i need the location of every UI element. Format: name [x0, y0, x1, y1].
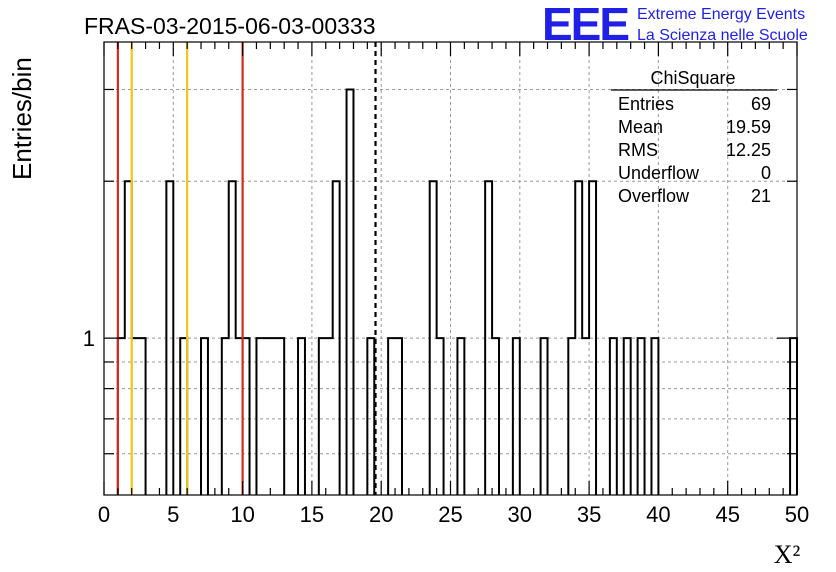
histogram-bars	[366, 337, 376, 495]
histogram-bars	[428, 180, 445, 495]
x-tick-labels: 0 5 10 15 20 25 30 35 40 45 50	[98, 502, 809, 527]
x-tick-label: 45	[715, 502, 739, 527]
stats-label-underflow: Underflow	[618, 163, 700, 183]
x-tick-label: 0	[98, 502, 110, 527]
stats-value-underflow: 0	[761, 163, 771, 183]
x-tick-label: 20	[369, 502, 393, 527]
x-tick-label: 5	[167, 502, 179, 527]
stats-label-entries: Entries	[618, 94, 674, 114]
histogram-bars	[317, 180, 341, 495]
histogram-bars	[636, 337, 646, 495]
histogram-bars	[622, 337, 632, 495]
histogram-bars	[255, 337, 286, 495]
logo-mark: EEE	[542, 0, 628, 50]
stats-label-rms: RMS	[618, 140, 658, 160]
x-tick-label: 35	[577, 502, 601, 527]
histogram-bars	[200, 337, 209, 495]
histogram	[116, 88, 798, 495]
logo-line-2: La Scienza nelle Scuole	[637, 27, 808, 44]
reference-lines	[116, 42, 377, 495]
stats-value-mean: 19.59	[726, 117, 771, 137]
histogram-bars	[511, 337, 521, 495]
chart-title: FRAS-03-2015-06-03-00333	[84, 13, 376, 39]
histogram-bars	[539, 337, 549, 495]
stats-value-overflow: 21	[751, 186, 771, 206]
histogram-bars	[650, 337, 660, 495]
histogram-bars	[387, 337, 403, 495]
stats-value-rms: 12.25	[726, 140, 771, 160]
x-tick-label: 50	[785, 502, 809, 527]
histogram-bars	[484, 180, 501, 495]
histogram-bars	[297, 337, 306, 495]
x-tick-label: 40	[646, 502, 670, 527]
stats-value-entries: 69	[751, 94, 771, 114]
y-tick-label: 1	[83, 326, 95, 351]
y-tick-labels: 1	[83, 326, 95, 351]
x-tick-label: 25	[438, 502, 462, 527]
histogram-bars	[220, 180, 251, 495]
x-tick-label: 10	[230, 502, 254, 527]
x-axis-label: X²	[774, 540, 801, 569]
histogram-bars	[456, 337, 466, 495]
stats-label-overflow: Overflow	[618, 186, 690, 206]
axis-ticks	[103, 42, 798, 495]
histogram-bars	[345, 88, 355, 495]
eee-logo: EEE Extreme Energy Events La Scienza nel…	[542, 0, 808, 50]
grid	[104, 42, 797, 495]
stats-box: ChiSquare Entries 69 Mean 19.59 RMS 12.2…	[611, 68, 777, 206]
x-tick-label: 30	[508, 502, 532, 527]
x-tick-label: 15	[300, 502, 324, 527]
stats-title: ChiSquare	[650, 68, 735, 88]
histogram-bars	[608, 337, 618, 495]
y-axis-label: Entries/bin	[7, 57, 37, 180]
stats-label-mean: Mean	[618, 117, 663, 137]
histogram-bars	[165, 180, 175, 495]
logo-line-1: Extreme Energy Events	[637, 6, 805, 23]
histogram-bars	[567, 180, 598, 495]
